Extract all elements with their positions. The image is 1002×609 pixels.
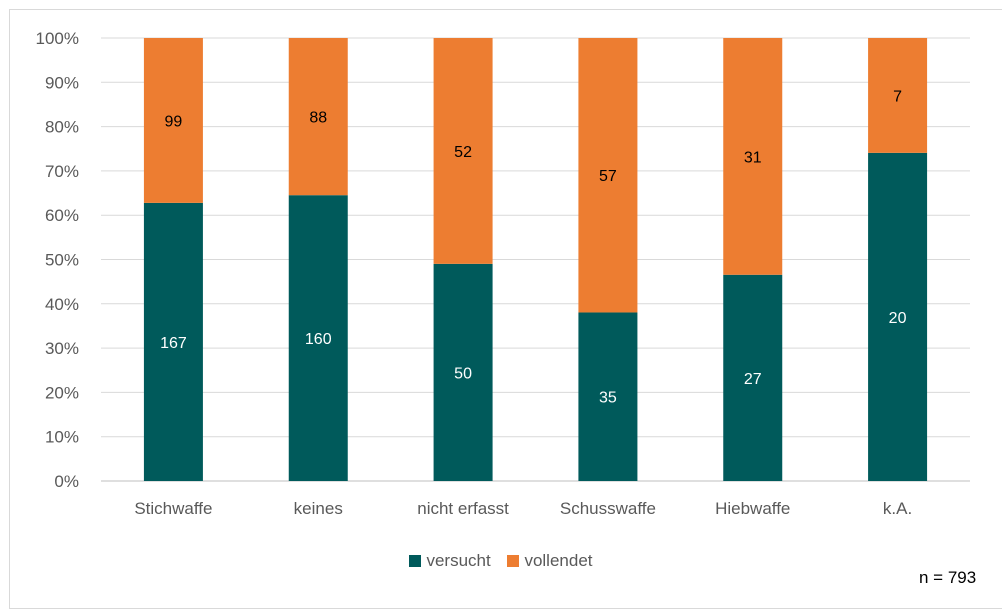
bar-segment-versucht [143,202,203,481]
x-category-label: keines [294,499,343,518]
data-label: 20 [889,310,907,327]
bar-segment-vollendet [288,38,348,196]
x-category-label: Hiebwaffe [715,499,790,518]
y-tick-label: 50% [45,251,79,270]
data-label: 31 [744,149,762,166]
legend-label-versucht: versucht [426,551,491,570]
stacked-bar-chart: 0%10%20%30%40%50%60%70%80%90%100% 167991… [36,29,970,518]
gridlines [101,37,970,482]
x-axis-categories: Stichwaffe keines nicht erfasst Schusswaffe… [134,499,912,518]
data-label: 27 [744,371,762,388]
y-axis-ticks: 0% 10% 20% 30% 40% 50% 60% 70% 80% 90% 100% [36,29,79,491]
x-category-label: Schusswaffe [560,499,656,518]
legend-label-vollendet: vollendet [524,551,593,570]
bar-segment-versucht [433,263,493,481]
sample-size-note: n = 793 [919,568,977,587]
y-tick-label: 100% [36,29,79,48]
bar-segment-versucht [578,312,638,481]
data-label: 160 [305,331,332,348]
legend-swatch-vollendet [507,555,520,567]
data-label: 35 [599,390,617,407]
y-tick-label: 20% [45,383,79,402]
bars: 167 99 160 88 50 52 35 57 27 31 20 7 [143,38,928,481]
y-tick-label: 70% [45,162,79,181]
bar-segment-versucht [868,152,928,481]
data-label: 88 [309,110,327,127]
data-label: 50 [454,365,472,382]
bar-segment-versucht [288,195,348,481]
data-label: 167 [160,335,187,352]
y-tick-label: 60% [45,206,79,225]
x-category-label: Stichwaffe [134,499,212,518]
legend-item-versucht: versucht [409,551,491,571]
x-category-label: k.A. [883,499,912,518]
y-tick-label: 0% [54,472,79,491]
y-tick-label: 40% [45,295,79,314]
data-label: 52 [454,144,472,161]
data-label: 7 [893,88,902,105]
y-tick-label: 30% [45,339,79,358]
bar-segment-vollendet [578,38,638,313]
bar-segment-versucht [723,274,783,481]
bar-segment-vollendet [723,38,783,275]
legend: versucht vollendet [0,551,1002,572]
data-label: 99 [165,113,183,130]
legend-swatch-versucht [409,555,422,567]
y-tick-label: 90% [45,73,79,92]
y-tick-label: 80% [45,118,79,137]
y-tick-label: 10% [45,428,79,447]
bar-segment-vollendet [868,38,928,153]
bar-segment-vollendet [433,38,493,264]
legend-item-vollendet: vollendet [507,551,593,571]
x-category-label: nicht erfasst [417,499,509,518]
data-label: 57 [599,168,617,185]
bar-segment-vollendet [143,38,203,203]
